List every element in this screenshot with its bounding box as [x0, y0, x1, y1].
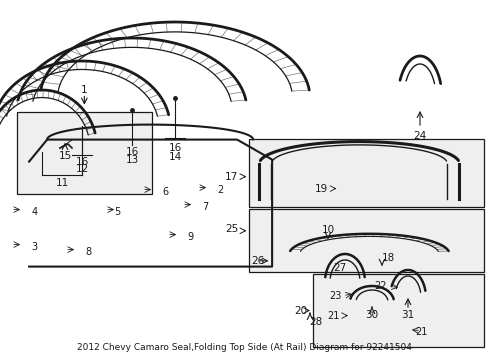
Text: 8: 8	[85, 247, 91, 257]
Text: 10: 10	[321, 225, 334, 235]
Text: 14: 14	[168, 152, 181, 162]
Text: 16: 16	[125, 147, 138, 157]
Text: 6: 6	[162, 186, 168, 197]
Text: 30: 30	[365, 310, 378, 320]
Text: 23: 23	[328, 291, 341, 301]
Text: 1: 1	[81, 85, 87, 95]
Text: 21: 21	[326, 311, 339, 321]
Text: 13: 13	[125, 155, 138, 165]
Text: 16: 16	[168, 143, 181, 153]
Text: 28: 28	[309, 317, 322, 327]
Text: 9: 9	[187, 231, 193, 242]
Text: 5: 5	[114, 207, 120, 217]
Text: 7: 7	[202, 202, 208, 212]
Text: 2012 Chevy Camaro Seal,Folding Top Side (At Rail) Diagram for 92241504: 2012 Chevy Camaro Seal,Folding Top Side …	[77, 343, 411, 352]
Text: 11: 11	[55, 178, 68, 188]
Bar	[312, 274, 483, 347]
Text: 25: 25	[224, 224, 238, 234]
Text: 3: 3	[31, 242, 37, 252]
Text: 2: 2	[217, 185, 223, 195]
Text: 12: 12	[75, 164, 88, 174]
Text: 26: 26	[250, 256, 264, 266]
Text: 27: 27	[333, 263, 346, 273]
Text: 21: 21	[414, 327, 427, 337]
Text: 20: 20	[294, 306, 307, 315]
Text: 16: 16	[75, 157, 88, 167]
Bar	[249, 209, 483, 272]
Text: 22: 22	[374, 280, 386, 291]
Text: 31: 31	[401, 310, 414, 320]
Bar	[249, 139, 483, 207]
Bar	[17, 112, 151, 194]
Text: 15: 15	[58, 151, 71, 161]
Text: 17: 17	[224, 172, 238, 181]
Text: 4: 4	[31, 207, 37, 217]
Text: 24: 24	[412, 131, 426, 141]
Text: 18: 18	[381, 253, 394, 263]
Text: 19: 19	[314, 184, 327, 194]
